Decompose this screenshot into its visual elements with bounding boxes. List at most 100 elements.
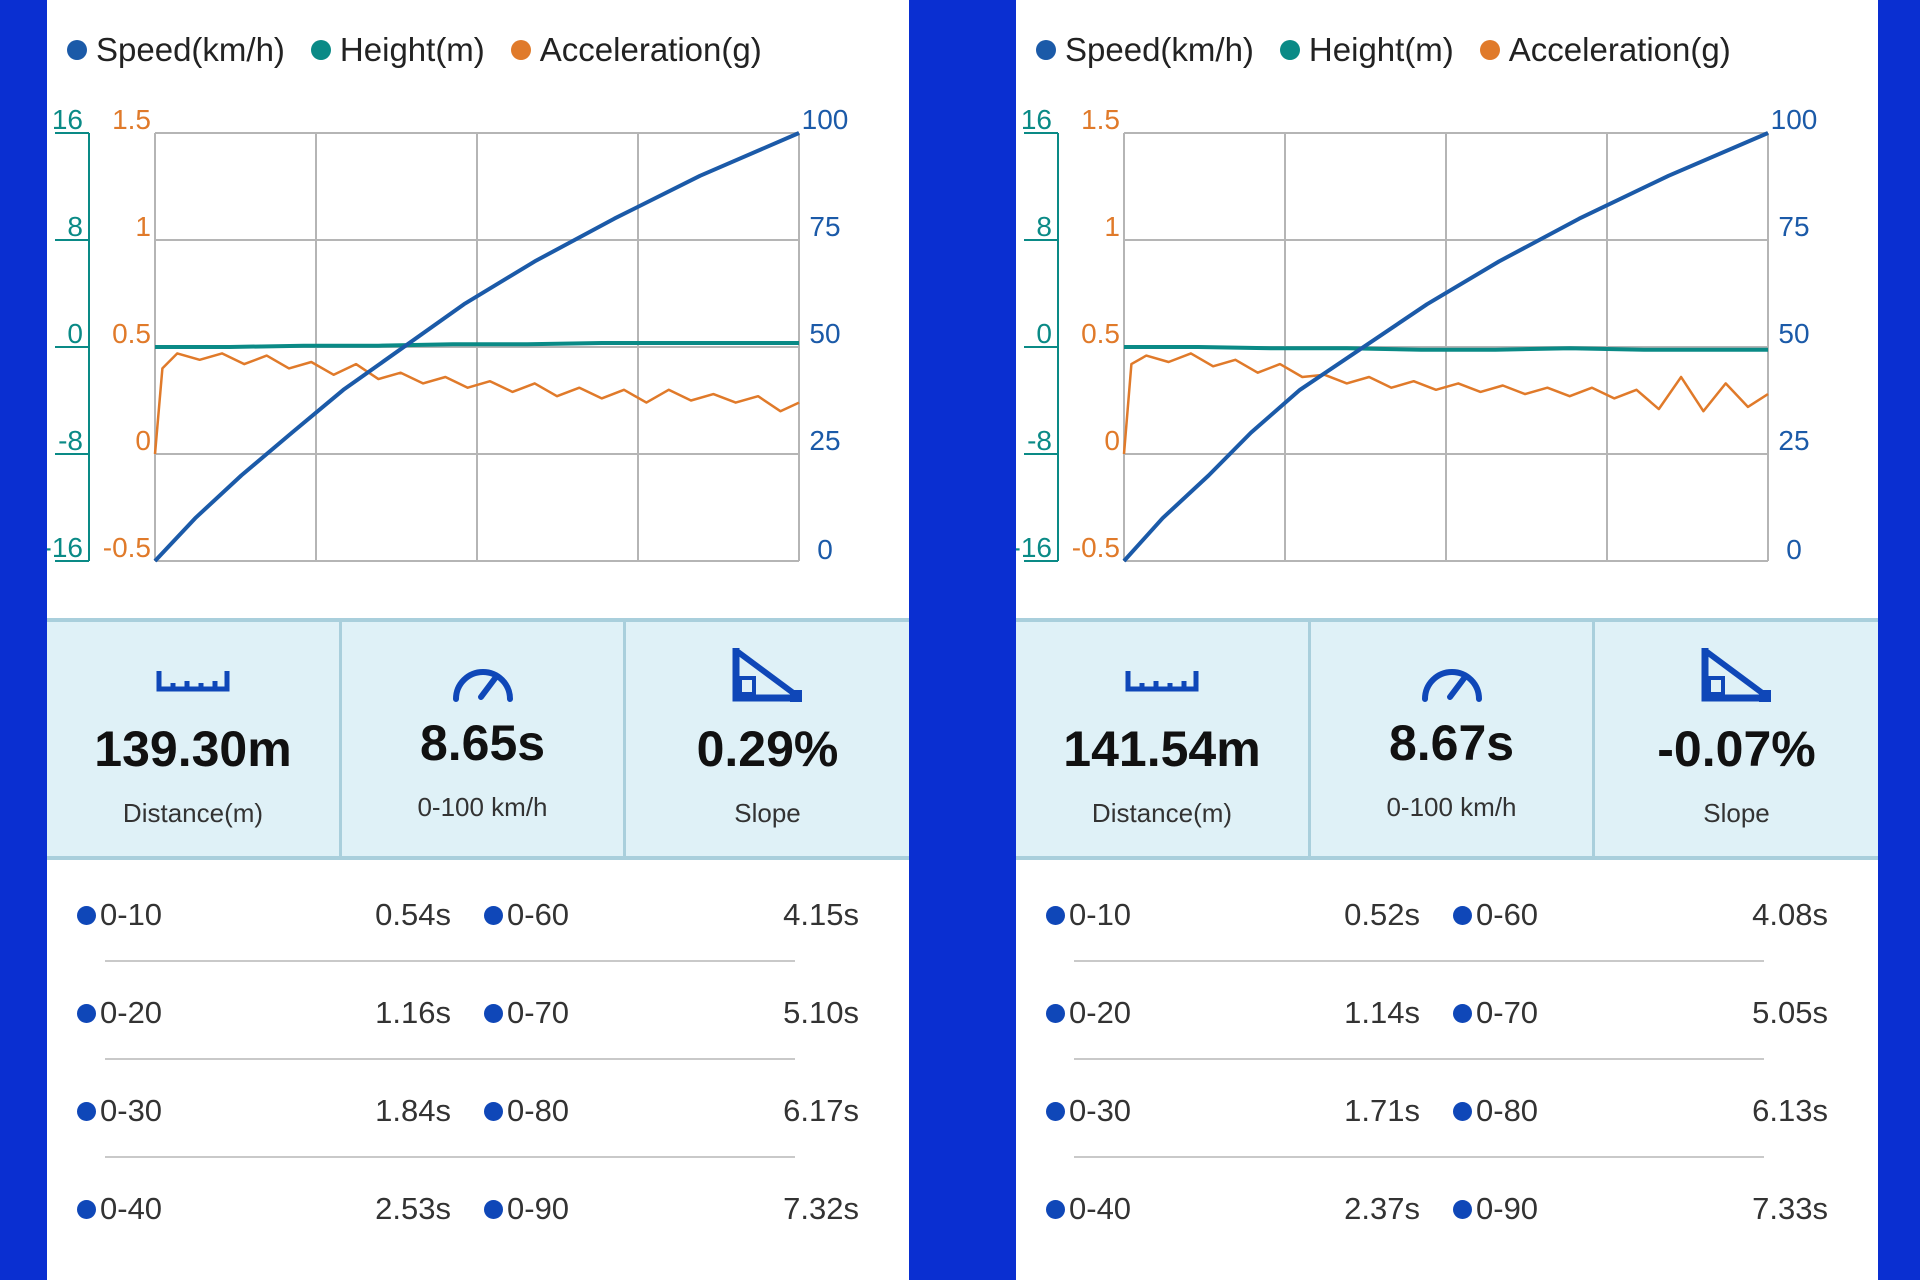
stat-distance: 139.30m Distance(m) <box>47 622 339 856</box>
legend-label-speed: Speed(km/h) <box>1065 31 1254 68</box>
stat-slope: -0.07% Slope <box>1592 622 1878 856</box>
split-a-label: 0-30 <box>100 1093 163 1128</box>
split-b-label: 0-90 <box>507 1191 570 1226</box>
acceleration-chart: 16 8 0 -8 -16 1.5 1 0.5 0 -0.5 100 75 50 25 0 <box>1016 104 1818 565</box>
legend-item-speed: Speed(km/h) <box>1036 31 1254 69</box>
height-line <box>155 341 799 349</box>
height-tick-label: 16 <box>52 104 83 135</box>
split-b-label: 0-80 <box>507 1093 570 1128</box>
acceleration-line <box>1122 352 1769 455</box>
speed-tick-label: 25 <box>1778 425 1809 456</box>
legend-label-speed: Speed(km/h) <box>96 31 285 68</box>
split-row: 0-10 0.54s 0-60 4.15s <box>47 862 909 960</box>
acceleration-tick-label: -0.5 <box>103 532 151 563</box>
height-line <box>1124 345 1768 352</box>
distance-value: 141.54m <box>1063 721 1261 777</box>
acceleration-tick-label: 0 <box>1104 425 1120 456</box>
split-b-label: 0-70 <box>507 995 570 1030</box>
split-a: 0-30 <box>77 1091 162 1131</box>
bullet-icon <box>77 1199 96 1219</box>
split-a-time: 2.53s <box>375 1191 451 1226</box>
height-tick-label: -8 <box>58 425 83 456</box>
split-row: 0-20 1.14s 0-70 5.05s <box>1016 960 1878 1058</box>
bullet-icon <box>484 905 503 925</box>
split-a: 0-20 <box>1046 993 1131 1033</box>
split-a-label: 0-30 <box>1069 1093 1132 1128</box>
split-a: 0-40 <box>1046 1189 1131 1229</box>
split-b-time: 6.13s <box>1752 1093 1828 1128</box>
slope-value: 0.29% <box>696 721 839 777</box>
speed-tick-label: 50 <box>1778 318 1809 349</box>
bullet-icon <box>77 1003 96 1023</box>
split-a: 0-40 <box>77 1189 162 1229</box>
split-b: 0-80 <box>484 1091 569 1131</box>
legend-label-acceleration: Acceleration(g) <box>539 31 762 68</box>
split-a: 0-10 <box>77 895 162 935</box>
split-b: 0-90 <box>484 1189 569 1229</box>
distance-label: Distance(m) <box>1091 798 1233 828</box>
run-panel-left: Speed(km/h) Height(m) Acceleration(g) 16… <box>47 0 909 1280</box>
split-b: 0-60 <box>1453 895 1538 935</box>
bullet-icon <box>1046 1199 1065 1219</box>
split-a-time: 2.37s <box>1344 1191 1420 1226</box>
split-b-label: 0-60 <box>1476 897 1539 932</box>
legend-item-height: Height(m) <box>1279 31 1454 69</box>
split-b: 0-80 <box>1453 1091 1538 1131</box>
split-row: 0-20 1.16s 0-70 5.10s <box>47 960 909 1058</box>
split-a-time: 1.16s <box>375 995 451 1030</box>
split-a: 0-30 <box>1046 1091 1131 1131</box>
legend-dot-height <box>310 40 331 60</box>
speedometer-icon <box>342 650 623 710</box>
split-times-list: 0-10 0.52s 0-60 4.08s 0-20 1.14s 0-70 5.… <box>1016 862 1878 1280</box>
split-b-time: 7.32s <box>783 1191 859 1226</box>
legend-dot-acceleration <box>510 40 531 60</box>
split-a: 0-10 <box>1046 895 1131 935</box>
speed-tick-label: 0 <box>1786 534 1802 565</box>
speed-tick-label: 0 <box>817 534 833 565</box>
stat-acceleration-time: 8.67s 0-100 km/h <box>1308 622 1592 856</box>
time-label: 0-100 km/h <box>1386 792 1517 822</box>
split-a-label: 0-20 <box>100 995 163 1030</box>
speed-line <box>1122 131 1769 563</box>
bullet-icon <box>1046 1003 1065 1023</box>
speedometer-icon <box>1311 650 1592 710</box>
speed-tick-label: 50 <box>809 318 840 349</box>
ruler-icon <box>1016 650 1308 710</box>
split-row: 0-30 1.71s 0-80 6.13s <box>1016 1058 1878 1156</box>
split-b-time: 5.10s <box>783 995 859 1030</box>
time-value: 8.65s <box>419 715 546 771</box>
slope-label: Slope <box>1703 798 1770 828</box>
run-panel-right: Speed(km/h) Height(m) Acceleration(g) 16… <box>1016 0 1878 1280</box>
stat-slope: 0.29% Slope <box>623 622 909 856</box>
acceleration-tick-label: 1.5 <box>112 104 151 135</box>
height-tick-label: 8 <box>67 211 83 242</box>
legend-label-height: Height(m) <box>1308 31 1454 68</box>
legend-item-height: Height(m) <box>310 31 485 69</box>
split-row: 0-30 1.84s 0-80 6.17s <box>47 1058 909 1156</box>
bullet-icon <box>1453 1003 1472 1023</box>
split-b-time: 4.08s <box>1752 897 1828 932</box>
acceleration-chart: 16 8 0 -8 -16 1.5 1 0.5 0 -0.5 100 75 50 25 0 <box>47 104 848 565</box>
split-a-label: 0-20 <box>1069 995 1132 1030</box>
height-tick-label: -16 <box>1016 532 1052 563</box>
legend-dot-acceleration <box>1479 40 1500 60</box>
slope-icon <box>1595 644 1878 704</box>
bullet-icon <box>1046 905 1065 925</box>
time-value: 8.67s <box>1388 715 1515 771</box>
row-divider <box>105 960 795 962</box>
speed-tick-label: 100 <box>1771 104 1818 135</box>
row-divider <box>1074 960 1764 962</box>
slope-label: Slope <box>734 798 801 828</box>
distance-label: Distance(m) <box>122 798 264 828</box>
chart-legend: Speed(km/h) Height(m) Acceleration(g) <box>1036 28 1757 72</box>
time-label: 0-100 km/h <box>417 792 548 822</box>
split-a-label: 0-40 <box>1069 1191 1132 1226</box>
acceleration-tick-label: 0.5 <box>112 318 151 349</box>
row-divider <box>1074 1058 1764 1060</box>
acceleration-line <box>153 352 800 455</box>
height-tick-label: 0 <box>67 318 83 349</box>
height-tick-label: 16 <box>1021 104 1052 135</box>
stat-acceleration-time: 8.65s 0-100 km/h <box>339 622 623 856</box>
split-b: 0-70 <box>484 993 569 1033</box>
stats-bar: 141.54m Distance(m) 8.67s 0-100 km/h -0.… <box>1016 618 1878 860</box>
